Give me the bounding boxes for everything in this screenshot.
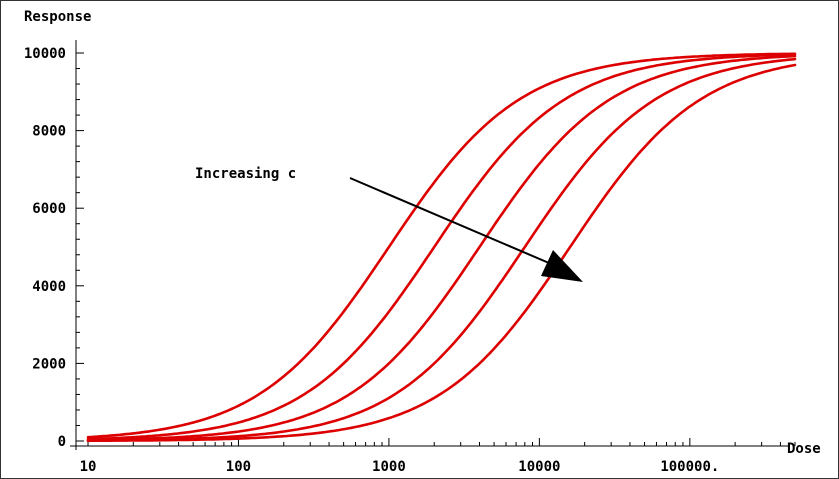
y-tick-label: 10000 [24,46,66,62]
y-tick-label: 2000 [32,356,66,372]
y-tick-label: 8000 [32,124,66,140]
y-tick-label: 6000 [32,201,66,217]
response-curve-4 [86,57,797,442]
response-curve-1 [86,52,797,439]
annotation-text: Increasing c [195,166,296,182]
annotation-arrow-shaft [349,177,557,267]
x-tick-label: 1000 [372,459,406,475]
annotation: Increasing c [195,166,583,282]
response-curve-2 [86,53,797,441]
x-tick-label: 10000 [518,459,560,475]
y-axis-label: Response [24,9,91,25]
x-tick-label: 100 [226,459,251,475]
response-curve-5 [86,63,797,443]
x-axis-label: Dose [787,441,821,457]
curves [86,52,797,443]
axes: 0 2000 4000 6000 8000 10000 10 100 1000 10000 1000… [24,40,796,475]
y-tick-label: 0 [58,434,66,450]
ticks: 0 2000 4000 6000 8000 10000 10 100 1000 10000 1000… [24,46,796,475]
x-tick-label: 10 [80,459,97,475]
x-tick-label: 100000. [660,459,719,475]
response-curve-3 [86,54,797,442]
y-tick-label: 4000 [32,279,66,295]
annotation-arrow-head [541,250,583,282]
